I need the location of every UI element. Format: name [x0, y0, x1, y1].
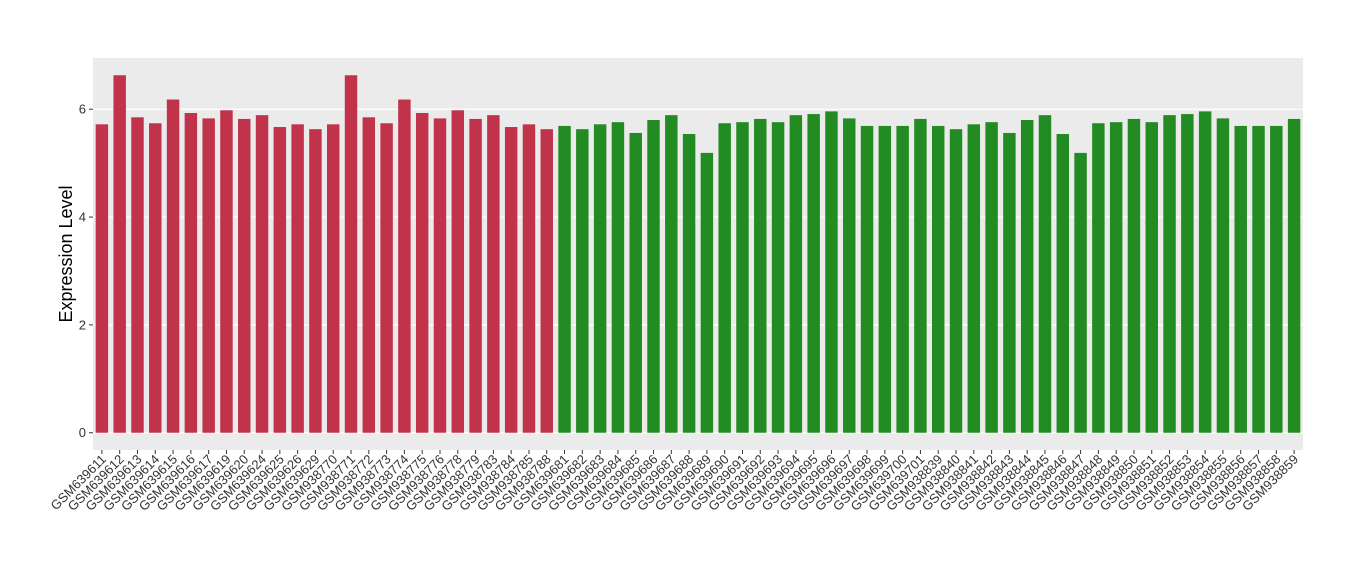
bar — [326, 124, 340, 433]
bar — [166, 99, 180, 433]
bar — [487, 115, 500, 433]
bar — [220, 110, 233, 433]
bar — [736, 122, 749, 433]
bar — [238, 118, 251, 433]
bar — [896, 125, 909, 433]
bar — [1287, 118, 1301, 433]
bar — [1145, 122, 1158, 433]
bar — [344, 75, 358, 433]
bar — [1216, 118, 1230, 433]
bar — [380, 123, 393, 433]
bar — [576, 129, 589, 433]
y-tick-label: 6 — [79, 102, 86, 117]
bar — [1198, 111, 1212, 433]
bar — [1109, 122, 1123, 433]
bar — [113, 75, 126, 433]
bar — [362, 117, 376, 433]
bar — [665, 115, 678, 433]
bar — [1092, 123, 1105, 433]
bar — [415, 112, 429, 433]
bar — [700, 152, 714, 433]
bar — [558, 125, 571, 433]
bar — [860, 125, 874, 433]
bar — [1127, 118, 1141, 433]
bar — [914, 118, 927, 433]
bar — [931, 125, 945, 433]
bar — [1074, 152, 1087, 433]
bar — [398, 99, 411, 433]
bar — [789, 115, 803, 433]
bar — [771, 122, 785, 433]
bar — [1252, 125, 1265, 433]
bar — [843, 118, 856, 433]
bar — [593, 124, 607, 433]
bar — [1056, 134, 1070, 433]
bar — [309, 129, 322, 433]
bar — [273, 127, 287, 433]
bar — [433, 118, 447, 433]
bar — [647, 120, 660, 433]
bar — [202, 118, 215, 433]
y-tick-label: 0 — [79, 425, 86, 440]
bar — [95, 124, 109, 433]
y-axis-label: Expression Level — [56, 185, 76, 322]
bar — [291, 124, 304, 433]
bar — [878, 125, 892, 433]
bar — [718, 123, 731, 433]
bar — [754, 118, 767, 433]
bar — [949, 129, 963, 433]
bar — [504, 127, 518, 433]
bar — [825, 111, 838, 433]
bar — [611, 122, 625, 433]
bar — [1234, 125, 1247, 433]
bar — [1181, 114, 1194, 433]
bar — [682, 134, 696, 433]
bar — [629, 132, 642, 433]
y-tick-label: 2 — [79, 317, 86, 332]
bar — [1163, 115, 1176, 433]
bar — [807, 114, 820, 433]
bar — [255, 115, 269, 433]
bar — [184, 112, 198, 433]
bar — [967, 124, 981, 433]
bar — [985, 122, 998, 433]
bar — [469, 118, 482, 433]
bar — [540, 129, 553, 433]
bar — [149, 123, 162, 433]
bar — [1003, 132, 1016, 433]
bar — [1020, 120, 1034, 433]
bar — [451, 110, 465, 433]
bar — [1038, 115, 1052, 433]
bar — [1270, 125, 1283, 433]
bar — [522, 124, 536, 433]
bar — [131, 117, 144, 433]
y-tick-label: 4 — [79, 210, 86, 225]
